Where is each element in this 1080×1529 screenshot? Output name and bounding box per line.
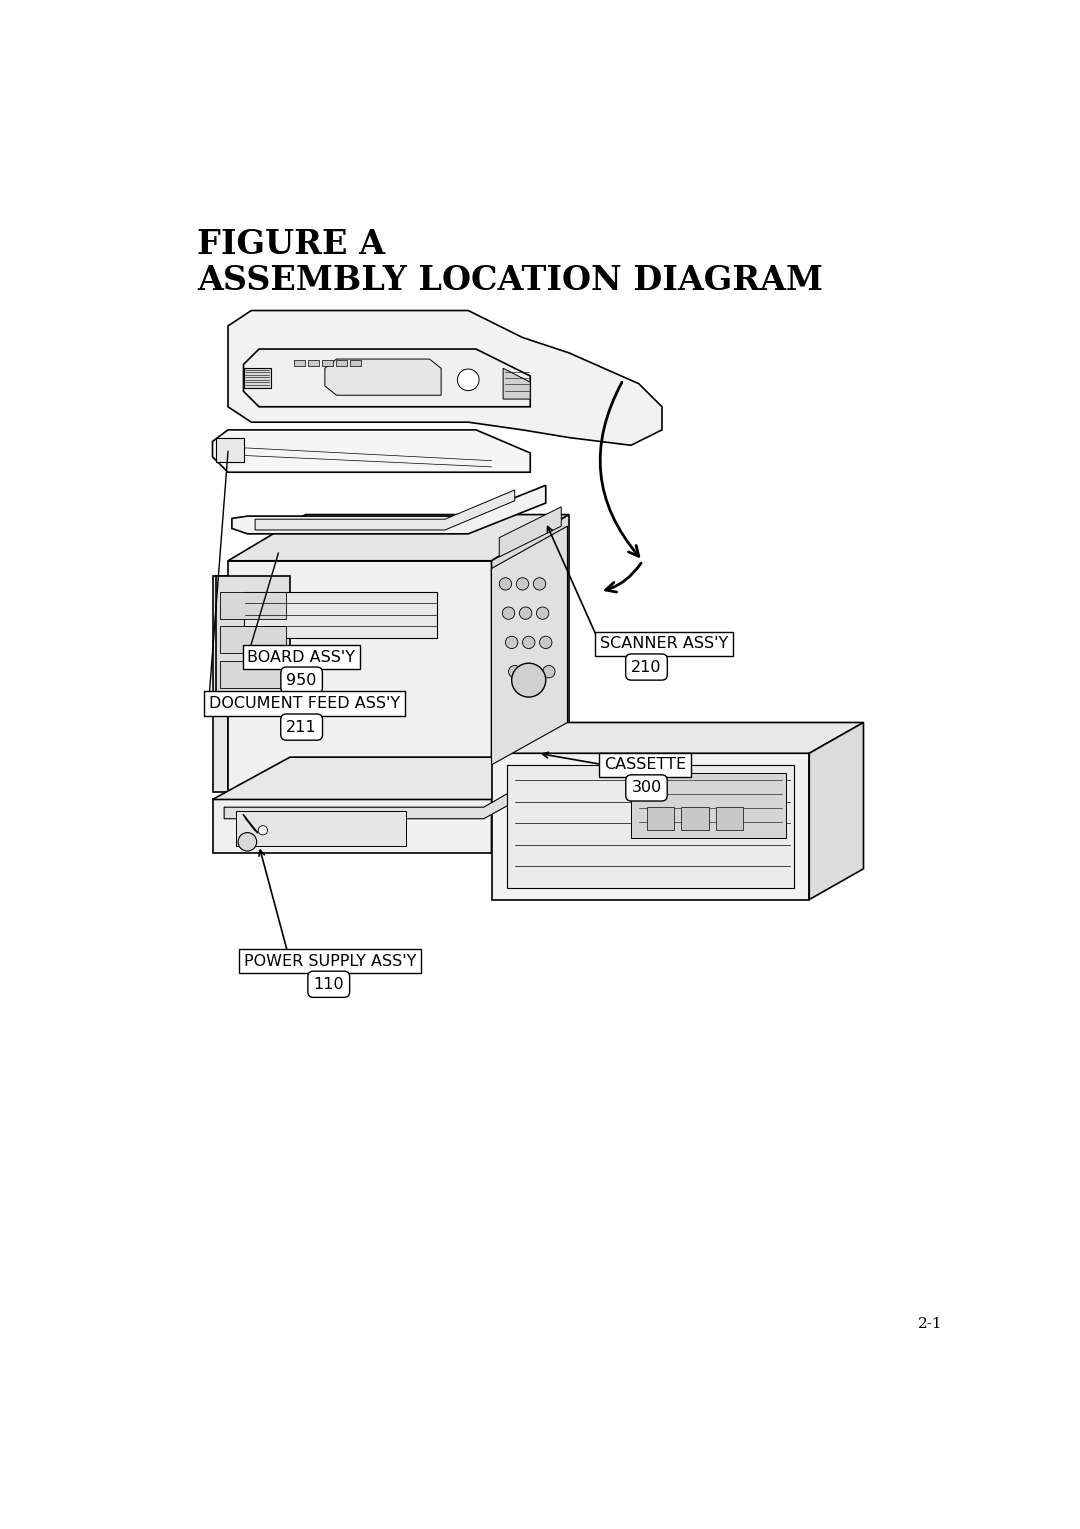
Polygon shape [491, 754, 809, 899]
Polygon shape [243, 349, 530, 407]
Polygon shape [491, 757, 567, 853]
Polygon shape [507, 764, 794, 888]
Polygon shape [220, 661, 286, 688]
Polygon shape [216, 576, 291, 714]
Polygon shape [213, 576, 228, 792]
Polygon shape [809, 723, 864, 899]
Circle shape [512, 664, 545, 697]
Circle shape [505, 636, 517, 648]
Polygon shape [228, 515, 569, 561]
Text: POWER SUPPLY ASS'Y: POWER SUPPLY ASS'Y [243, 954, 416, 969]
Bar [308, 359, 319, 365]
Text: CASSETTE: CASSETTE [604, 757, 686, 772]
Circle shape [502, 607, 515, 619]
Polygon shape [220, 592, 286, 619]
Polygon shape [681, 807, 708, 830]
Text: 950: 950 [286, 673, 316, 688]
Polygon shape [225, 768, 554, 818]
Circle shape [519, 607, 531, 619]
Circle shape [540, 636, 552, 648]
Circle shape [523, 636, 535, 648]
Polygon shape [631, 772, 786, 838]
Polygon shape [491, 723, 864, 754]
Text: BOARD ASS'Y: BOARD ASS'Y [247, 650, 355, 665]
Circle shape [542, 665, 555, 677]
Polygon shape [491, 526, 567, 764]
Circle shape [534, 578, 545, 590]
Polygon shape [243, 592, 437, 638]
Bar [336, 359, 347, 365]
Bar [294, 359, 305, 365]
Text: 300: 300 [632, 780, 662, 795]
Polygon shape [716, 807, 743, 830]
Polygon shape [491, 515, 569, 800]
Text: 210: 210 [631, 659, 662, 674]
Circle shape [526, 665, 538, 677]
Polygon shape [499, 508, 562, 557]
Text: FIGURE A: FIGURE A [197, 228, 384, 261]
Polygon shape [213, 430, 530, 472]
Circle shape [499, 578, 512, 590]
Bar [350, 359, 361, 365]
Circle shape [537, 607, 549, 619]
Circle shape [238, 833, 257, 852]
Polygon shape [228, 561, 491, 800]
Circle shape [258, 826, 268, 835]
FancyArrowPatch shape [606, 563, 642, 592]
Polygon shape [255, 489, 515, 531]
Text: 211: 211 [286, 720, 316, 734]
Polygon shape [216, 437, 243, 462]
Polygon shape [503, 368, 530, 399]
Circle shape [509, 665, 521, 677]
Circle shape [458, 368, 480, 390]
Text: DOCUMENT FEED ASS'Y: DOCUMENT FEED ASS'Y [208, 696, 400, 711]
Polygon shape [325, 359, 441, 394]
Bar [322, 359, 333, 365]
Polygon shape [235, 810, 406, 846]
Text: SCANNER ASS'Y: SCANNER ASS'Y [600, 636, 728, 651]
Text: ASSEMBLY LOCATION DIAGRAM: ASSEMBLY LOCATION DIAGRAM [197, 265, 823, 297]
Polygon shape [228, 310, 662, 445]
Polygon shape [243, 368, 271, 387]
Polygon shape [220, 627, 286, 653]
Text: 2-1: 2-1 [918, 1316, 943, 1330]
Polygon shape [647, 807, 674, 830]
Polygon shape [213, 757, 567, 800]
Text: 110: 110 [313, 977, 345, 992]
Polygon shape [232, 485, 545, 534]
Circle shape [516, 578, 529, 590]
FancyArrowPatch shape [600, 382, 638, 557]
Polygon shape [213, 800, 491, 853]
